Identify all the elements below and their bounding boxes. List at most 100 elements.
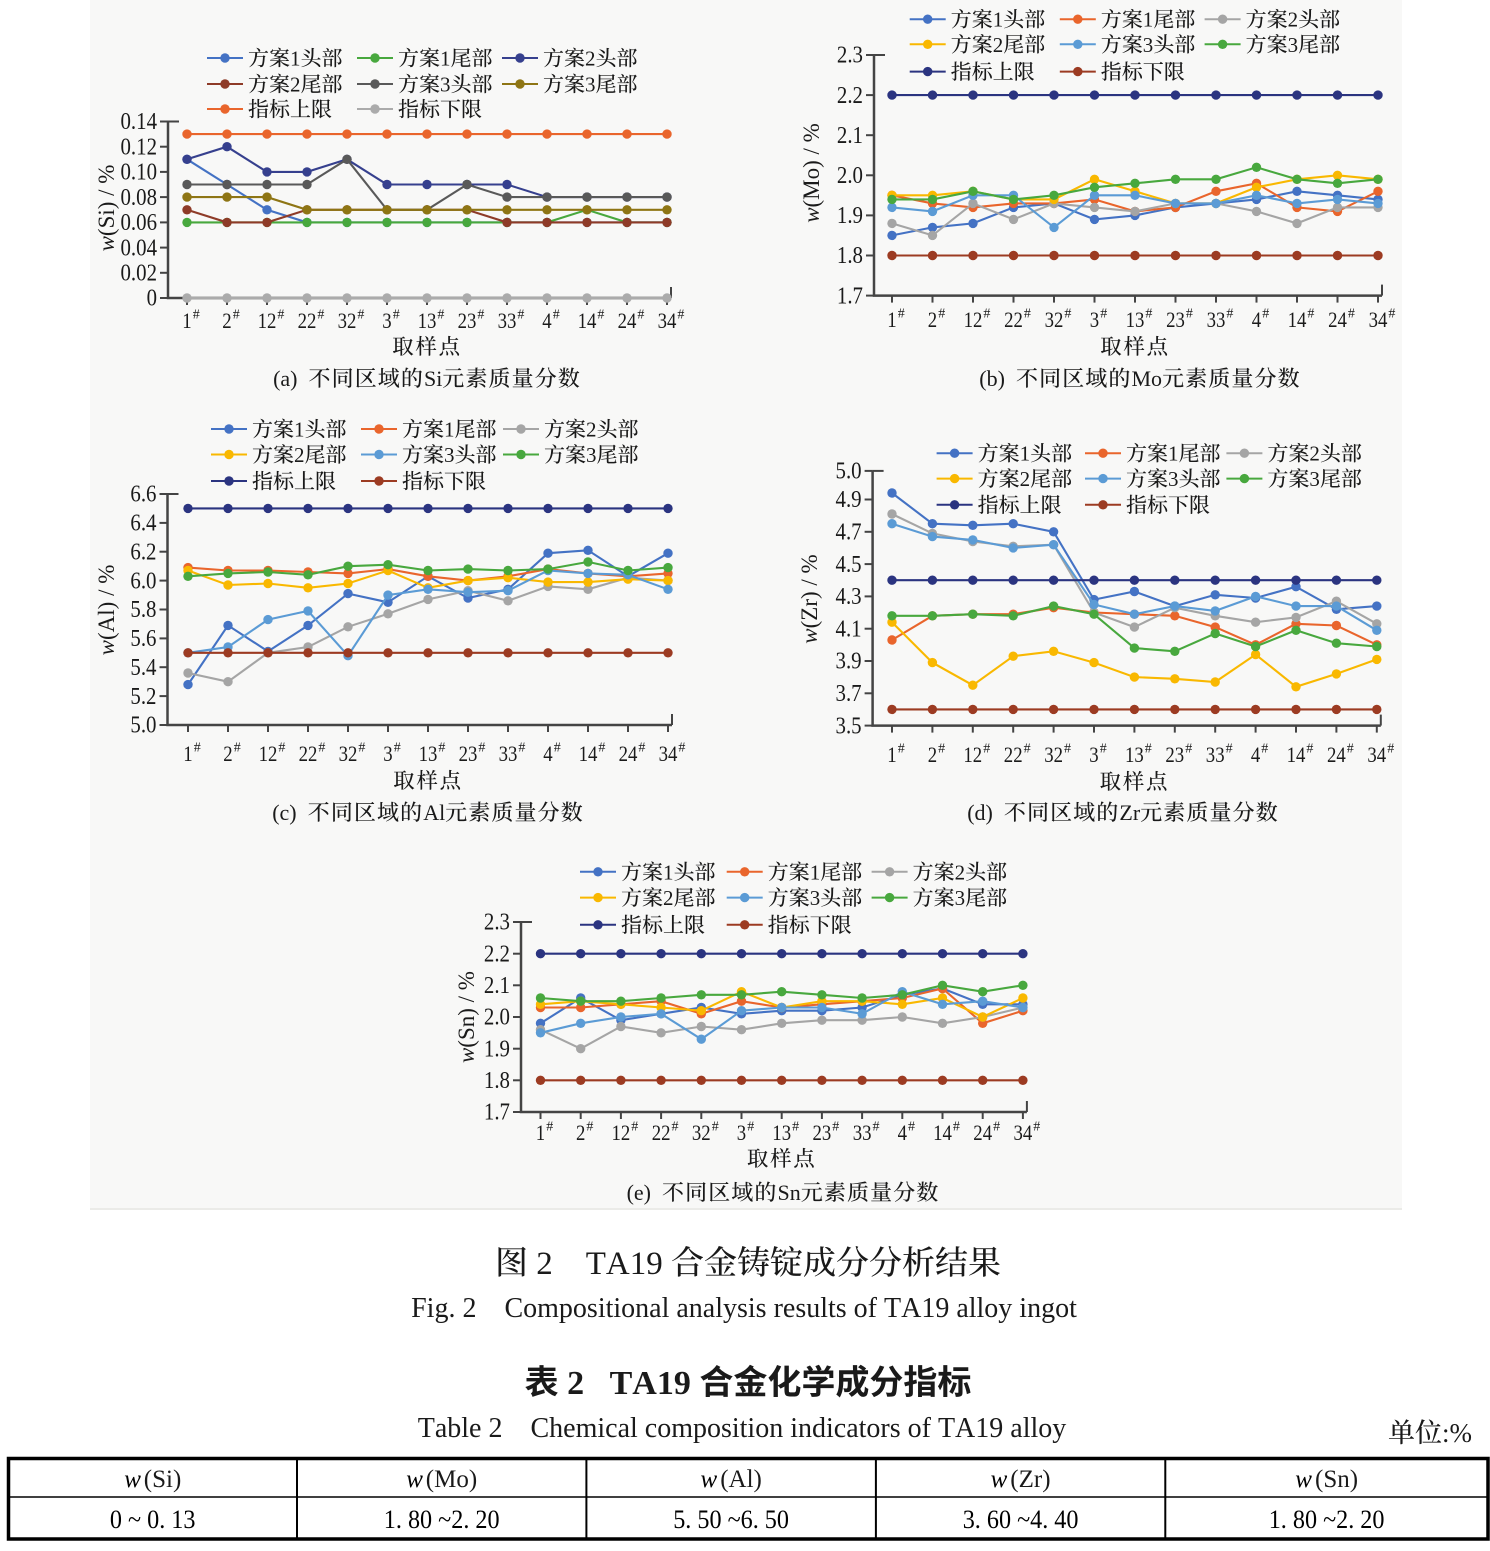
svg-text:#: # <box>1186 307 1193 322</box>
svg-text:#: # <box>586 1120 593 1135</box>
svg-text:#: # <box>554 741 561 756</box>
svg-text:#: # <box>518 741 525 756</box>
svg-text:5. 50 ~6. 50: 5. 50 ~6. 50 <box>673 1505 789 1534</box>
svg-text:#: # <box>477 308 484 323</box>
svg-text:33: 33 <box>1207 307 1226 332</box>
svg-text:#: # <box>553 308 560 323</box>
svg-text:33: 33 <box>1206 742 1225 767</box>
svg-text:#: # <box>318 741 325 756</box>
svg-text:(d): (d) <box>967 800 1004 825</box>
svg-text:#: # <box>1347 742 1354 757</box>
svg-text:Sn: Sn <box>778 1180 801 1205</box>
svg-text:32: 32 <box>692 1120 711 1145</box>
svg-text:4.9: 4.9 <box>836 487 862 513</box>
svg-text:12: 12 <box>258 308 277 333</box>
svg-text:33: 33 <box>498 308 517 333</box>
svg-text:2: 2 <box>1288 8 1299 32</box>
svg-text:33: 33 <box>853 1120 872 1145</box>
svg-text:1.9: 1.9 <box>837 203 863 229</box>
svg-text:23: 23 <box>458 308 477 333</box>
svg-text:6.0: 6.0 <box>130 568 156 594</box>
svg-text:w: w <box>797 628 822 644</box>
svg-text:(Al) / %: (Al) / % <box>94 565 119 640</box>
svg-text:12: 12 <box>964 307 983 332</box>
svg-text:#: # <box>233 308 240 323</box>
svg-text:12: 12 <box>259 741 278 766</box>
svg-text:#: # <box>194 741 201 756</box>
svg-text:#: # <box>1348 307 1355 322</box>
svg-text:1: 1 <box>1020 442 1031 466</box>
svg-text:2: 2 <box>663 886 674 910</box>
svg-text:34: 34 <box>658 308 677 333</box>
svg-text:w: w <box>94 639 119 655</box>
svg-text:(b): (b) <box>979 366 1016 391</box>
svg-text:4: 4 <box>1252 307 1261 332</box>
svg-text:32: 32 <box>339 741 358 766</box>
svg-text:23: 23 <box>1165 742 1184 767</box>
svg-text:32: 32 <box>338 308 357 333</box>
svg-text:12: 12 <box>963 742 982 767</box>
svg-text:0.04: 0.04 <box>121 235 158 261</box>
svg-text:1: 1 <box>183 741 192 766</box>
svg-text:23: 23 <box>459 741 478 766</box>
svg-text:#: # <box>278 741 285 756</box>
svg-text:Zr: Zr <box>1119 800 1140 825</box>
svg-text:3: 3 <box>737 1120 746 1145</box>
svg-text:#: # <box>1033 1120 1040 1135</box>
svg-text:Si: Si <box>424 366 442 391</box>
svg-text:1. 80 ~2. 20: 1. 80 ~2. 20 <box>384 1505 500 1534</box>
svg-text:34: 34 <box>1014 1120 1033 1145</box>
svg-text:#: # <box>1100 742 1107 757</box>
svg-text:1.7: 1.7 <box>837 283 863 309</box>
svg-text:(Mo) / %: (Mo) / % <box>799 123 824 207</box>
svg-text:#: # <box>1064 307 1071 322</box>
svg-text:w: w <box>799 207 824 223</box>
svg-text:2: 2 <box>993 33 1004 57</box>
svg-text:#: # <box>478 741 485 756</box>
svg-text:Mo: Mo <box>1132 366 1163 391</box>
svg-text:#: # <box>1145 307 1152 322</box>
svg-text:3: 3 <box>810 886 821 910</box>
svg-text:(Si): (Si) <box>144 1466 182 1493</box>
svg-text:#: # <box>1261 742 1268 757</box>
svg-text:#: # <box>938 742 945 757</box>
svg-text:#: # <box>983 742 990 757</box>
svg-text:#: # <box>597 308 604 323</box>
svg-text:Table 2 Chemical compositio: Table 2 Chemical composition indicators … <box>418 1413 1067 1444</box>
svg-text:(c): (c) <box>272 800 307 825</box>
svg-text:5.0: 5.0 <box>130 713 156 739</box>
svg-text:2: 2 <box>576 1120 585 1145</box>
svg-text:1: 1 <box>887 742 896 767</box>
svg-text:3: 3 <box>444 443 455 467</box>
svg-text:(Al): (Al) <box>720 1466 762 1493</box>
svg-text:#: # <box>1226 742 1233 757</box>
svg-text:(a): (a) <box>273 366 308 391</box>
svg-text:#: # <box>394 741 401 756</box>
svg-text:2.2: 2.2 <box>484 941 510 967</box>
svg-text:2: 2 <box>585 47 596 71</box>
svg-text:3: 3 <box>586 443 597 467</box>
svg-text:#: # <box>234 741 241 756</box>
svg-text:22: 22 <box>299 741 318 766</box>
svg-text:13: 13 <box>1125 742 1144 767</box>
svg-text:4: 4 <box>543 741 552 766</box>
svg-text:22: 22 <box>1004 307 1023 332</box>
svg-text:#: # <box>193 308 200 323</box>
svg-text:3: 3 <box>382 308 391 333</box>
svg-text:2: 2 <box>1020 467 1031 491</box>
svg-text:2: 2 <box>928 742 937 767</box>
svg-text:14: 14 <box>1288 307 1307 332</box>
svg-text:#: # <box>873 1120 880 1135</box>
svg-text:2 TA19: 2 TA19 <box>528 1246 671 1282</box>
svg-text:4.5: 4.5 <box>836 552 862 578</box>
svg-text:1: 1 <box>290 47 301 71</box>
svg-text:34: 34 <box>1369 307 1388 332</box>
svg-text:#: # <box>898 742 905 757</box>
svg-text:(Sn): (Sn) <box>1315 1466 1358 1493</box>
svg-text:3. 60 ~4. 40: 3. 60 ~4. 40 <box>963 1505 1079 1534</box>
svg-text:3: 3 <box>955 886 966 910</box>
svg-text:1: 1 <box>887 307 896 332</box>
svg-text:1.9: 1.9 <box>484 1036 510 1062</box>
svg-text:#: # <box>1388 307 1395 322</box>
svg-text:24: 24 <box>973 1120 992 1145</box>
